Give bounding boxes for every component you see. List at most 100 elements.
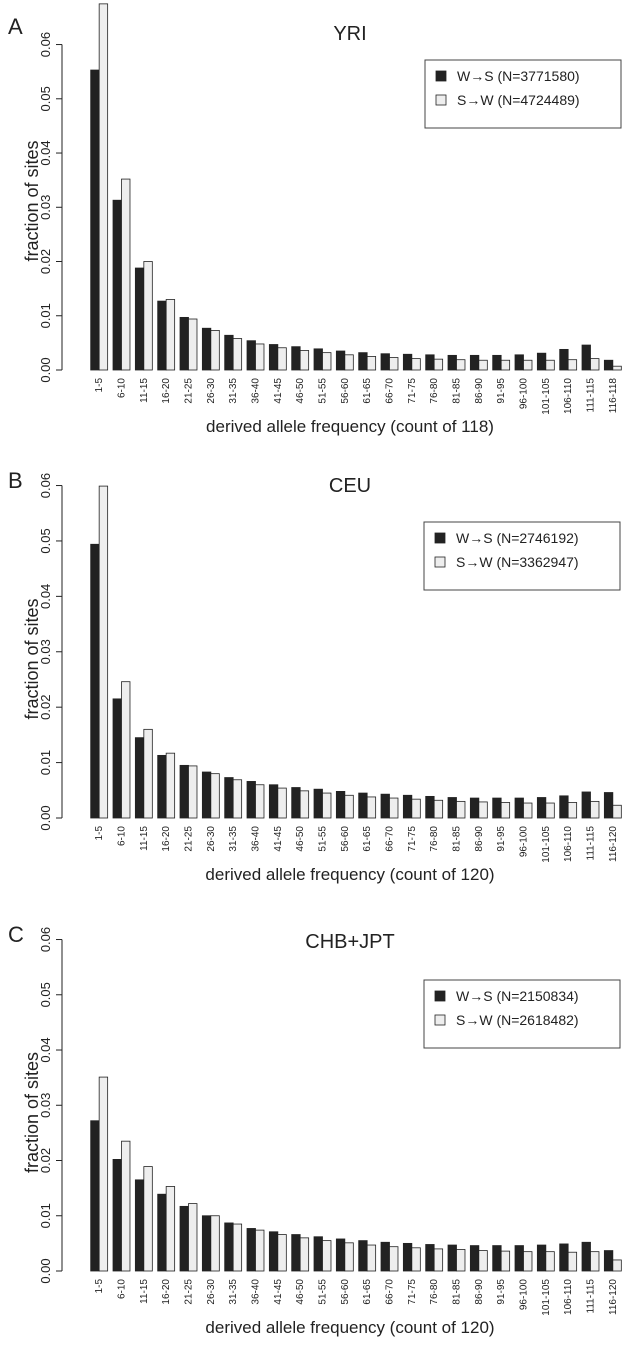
x-tick-label: 56-60: [340, 1279, 351, 1305]
x-tick-label: 71-75: [407, 1279, 418, 1305]
x-tick-label: 101-105: [541, 826, 552, 863]
bar-w-to-s: [358, 1240, 368, 1272]
bar-w-to-s: [425, 1244, 435, 1272]
chart-title: YRI: [333, 23, 366, 45]
x-tick-label: 71-75: [407, 826, 418, 852]
x-tick-label: 11-15: [139, 826, 150, 851]
bar-s-to-w: [344, 1242, 354, 1272]
x-tick-label: 76-80: [429, 1279, 440, 1305]
x-tick-label: 41-45: [273, 1279, 284, 1305]
bar-s-to-w: [299, 1237, 310, 1272]
bar-w-to-s: [268, 344, 279, 371]
y-tick-label: 0.04: [38, 584, 53, 609]
x-tick-label: 31-35: [228, 1279, 239, 1305]
bar-w-to-s: [380, 353, 390, 371]
panel-letter: B: [8, 468, 23, 493]
bar-s-to-w: [456, 359, 466, 371]
bar-w-to-s: [514, 1245, 524, 1272]
y-tick-label: 0.04: [38, 140, 53, 165]
legend-swatch-s-to-w: [435, 94, 447, 106]
y-tick-label: 0.02: [38, 249, 53, 274]
bar-s-to-w: [523, 802, 533, 819]
bar-w-to-s: [157, 300, 167, 371]
x-tick-label: 91-95: [496, 826, 507, 852]
bar-w-to-s: [581, 791, 591, 819]
bar-w-to-s: [492, 797, 502, 819]
x-tick-label: 11-15: [139, 1279, 150, 1304]
x-tick-label: 81-85: [452, 826, 463, 852]
y-tick-label: 0.01: [38, 1203, 53, 1228]
bar-s-to-w: [433, 1248, 444, 1272]
legend-box: [424, 59, 622, 129]
bar-w-to-s: [313, 788, 323, 819]
x-tick-label: 101-105: [541, 1279, 552, 1316]
bar-s-to-w: [523, 1251, 533, 1272]
bar-s-to-w: [590, 358, 600, 371]
bar-s-to-w: [500, 1250, 511, 1272]
legend-label: S→W (N=3362947): [456, 554, 579, 570]
x-tick-label: 106-110: [563, 378, 574, 414]
bar-s-to-w: [121, 681, 131, 819]
bar-s-to-w: [523, 359, 533, 371]
bar-w-to-s: [268, 1231, 279, 1272]
legend-label: W→S (N=3771580): [457, 68, 580, 84]
y-tick-label: 0.06: [38, 927, 53, 952]
bar-w-to-s: [224, 777, 234, 819]
bar-s-to-w: [255, 784, 265, 819]
x-tick-label: 86-90: [474, 826, 485, 852]
x-tick-label: 51-55: [318, 1279, 329, 1305]
x-tick-label: 6-10: [117, 378, 128, 398]
y-tick-label: 0.04: [38, 1037, 53, 1062]
bar-s-to-w: [456, 800, 466, 819]
bar-s-to-w: [478, 359, 488, 371]
bar-s-to-w: [612, 1259, 622, 1272]
bar-s-to-w: [411, 798, 421, 819]
x-tick-label: 96-100: [519, 826, 530, 858]
bar-s-to-w: [366, 356, 377, 371]
y-tick-label: 0.00: [38, 805, 53, 830]
legend-label: W→S (N=2150834): [456, 988, 579, 1004]
bar-s-to-w: [277, 787, 287, 819]
x-tick-label: 46-50: [295, 378, 306, 404]
bar-w-to-s: [90, 1120, 100, 1272]
bar-s-to-w: [121, 178, 131, 371]
x-tick-label: 56-60: [340, 826, 351, 852]
bar-s-to-w: [143, 1166, 153, 1272]
bar-w-to-s: [246, 781, 256, 819]
x-tick-label: 46-50: [295, 826, 306, 852]
x-axis-label: derived allele frequency (count of 118): [206, 417, 494, 436]
bar-s-to-w: [433, 358, 444, 371]
bar-w-to-s: [559, 795, 569, 819]
bar-w-to-s: [112, 199, 122, 371]
x-axis-label: derived allele frequency (count of 120): [205, 1318, 494, 1337]
bar-w-to-s: [603, 1250, 614, 1272]
bar-s-to-w: [344, 354, 354, 371]
bar-w-to-s: [559, 1243, 569, 1272]
bar-w-to-s: [134, 267, 145, 371]
bar-s-to-w: [210, 1215, 220, 1272]
x-tick-label: 76-80: [429, 378, 440, 404]
x-tick-label: 111-115: [586, 1279, 597, 1314]
x-tick-label: 86-90: [474, 378, 485, 404]
bar-s-to-w: [322, 1240, 332, 1272]
x-tick-label: 116-120: [608, 1279, 619, 1315]
x-tick-label: 66-70: [385, 826, 396, 852]
bar-w-to-s: [559, 348, 569, 371]
bar-s-to-w: [500, 802, 511, 819]
x-tick-label: 101-105: [541, 378, 552, 415]
x-tick-label: 21-25: [184, 1279, 195, 1305]
bar-w-to-s: [246, 1228, 256, 1272]
bar-s-to-w: [545, 802, 555, 819]
x-tick-label: 91-95: [496, 1279, 507, 1305]
bar-s-to-w: [98, 3, 109, 371]
x-tick-label: 76-80: [429, 826, 440, 852]
legend: W→S (N=3771580) S→W (N=4724489): [424, 59, 622, 129]
bar-s-to-w: [389, 357, 399, 371]
legend: W→S (N=2150834) S→W (N=2618482): [423, 979, 621, 1049]
panel-c: C CHB+JPT 0.00 0.01 0.02 0.03 0.04 0.05 0.06 frac…: [8, 922, 622, 1337]
y-tick-label: 0.01: [38, 303, 53, 328]
bar-s-to-w: [322, 792, 332, 819]
bar-w-to-s: [134, 737, 145, 819]
bar-s-to-w: [545, 1251, 555, 1272]
